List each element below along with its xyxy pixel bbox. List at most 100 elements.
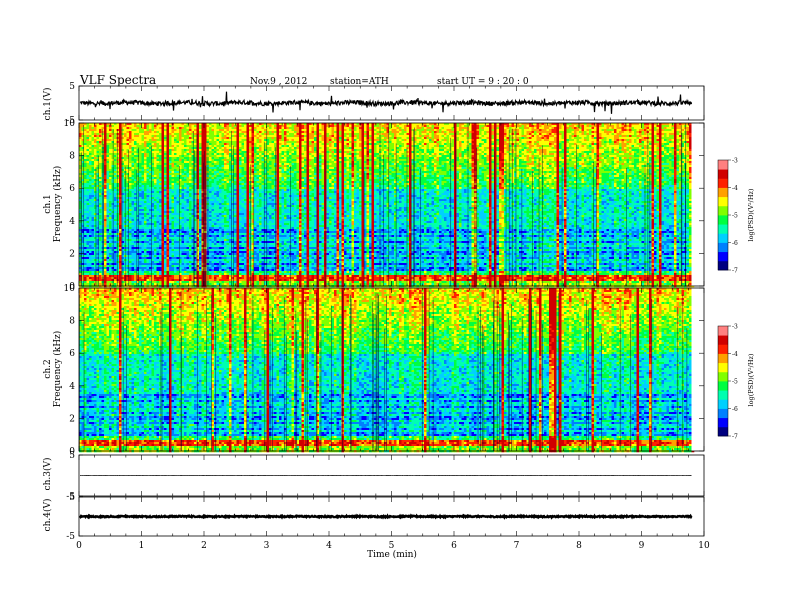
spectrogram-cell [309,125,312,127]
spectrogram-cell [304,131,307,133]
spectrogram-cell [552,149,555,151]
spectrogram-cell [359,139,362,141]
spectrogram-cell [627,143,630,145]
spectrogram-cell [382,133,385,135]
spectrogram-cell [439,137,442,139]
spectrogram-cell [622,129,625,131]
spectrogram-cell [582,127,585,129]
spectrogram-cell [444,127,447,129]
spectrogram-cell [662,127,665,129]
spectrogram-cell [472,147,475,149]
spectrogram-cell [299,139,302,141]
spectrogram-cell [124,137,127,139]
spectrogram-cell [579,133,582,135]
spectrogram-cell [477,129,480,131]
spectrogram-cell [307,135,310,137]
spectrogram-cell [144,145,147,147]
spectrogram-cell [407,129,410,131]
spectrogram-cell [332,137,335,139]
spectrogram-cell [334,127,337,129]
spectrogram-cell [574,133,577,135]
spectrogram-cell [424,131,427,133]
spectrogram-cell [597,149,600,151]
spectrogram-cell [407,131,410,133]
spectrogram-cell [292,129,295,131]
spectrogram-cell [649,129,652,131]
spectrogram-cell [472,129,475,131]
spectrogram-cell [324,149,327,151]
spectrogram-cell [454,129,457,131]
spectrogram-cell [249,143,252,145]
spectrogram-cell [219,147,222,149]
spectrogram-cell [544,129,547,131]
spectrogram-cell [542,125,545,127]
spectrogram-cell [539,135,542,137]
spectrogram-cell [427,135,430,137]
spectrogram-cell [224,141,227,143]
spectrogram-cell [337,141,340,143]
spectrogram-cell [587,147,590,149]
spectrogram-cell [424,135,427,137]
spectrogram-cell [279,139,282,141]
spectrogram-cell [449,141,452,143]
spectrogram-cell [584,137,587,139]
spectrogram-cell [344,129,347,131]
spectrogram-cell [517,145,520,147]
spectrogram-cell [502,143,505,145]
spectrogram-cell [367,141,370,143]
spectrogram-cell [569,149,572,151]
spectrogram-cell [317,127,320,129]
spectrogram-cell [94,131,97,133]
spectrogram-cell [309,131,312,133]
spectrogram-cell [622,143,625,145]
spectrogram-cell [584,145,587,147]
spectrogram-cell [324,147,327,149]
spectrogram-cell [482,139,485,141]
spectrogram-cell [632,137,635,139]
spectrogram-cell [92,127,95,129]
spectrogram-cell [487,149,490,151]
spectrogram-cell [687,145,690,147]
spectrogram-cell [594,145,597,147]
spectrogram-cell [219,145,222,147]
spectrogram-cell [272,131,275,133]
spectrogram-cell [324,141,327,143]
spectrogram-cell [397,129,400,131]
spectrogram-cell [347,143,350,145]
spectrogram-cell [457,135,460,137]
spectrogram-cell [379,135,382,137]
spectrogram-cell [382,135,385,137]
spectrogram-cell [382,149,385,151]
spectrogram-cell [589,133,592,135]
spectrogram-cell [259,149,262,151]
spectrogram-cell [284,139,287,141]
spectrogram-cell [654,139,657,141]
spectrogram-cell [502,135,505,137]
spectrogram-cell [449,131,452,133]
spectrogram-cell [404,129,407,131]
spectrogram-cell [317,129,320,131]
spectrogram-cell [492,143,495,145]
spectrogram-cell [527,147,530,149]
spectrogram-cell [104,141,107,143]
spectrogram-cell [422,131,425,133]
spectrogram-cell [297,139,300,141]
spectrogram-cell [337,137,340,139]
spectrogram-cell [427,139,430,141]
spectrogram-cell [484,137,487,139]
spectrogram-cell [604,145,607,147]
spectrogram-cell [377,145,380,147]
spectrogram-cell [144,143,147,145]
spectrogram-cell [174,141,177,143]
spectrogram-cell [174,133,177,135]
spectrogram-cell [639,147,642,149]
spectrogram-cell [607,141,610,143]
spectrogram-cell [419,135,422,137]
spectrogram-cell [274,131,277,133]
spectrogram-cell [202,147,205,149]
spectrogram-cell [349,143,352,145]
spectrogram-cell [394,131,397,133]
spectrogram-cell [312,141,315,143]
spectrogram-cell [87,135,90,137]
spectrogram-cell [237,127,240,129]
